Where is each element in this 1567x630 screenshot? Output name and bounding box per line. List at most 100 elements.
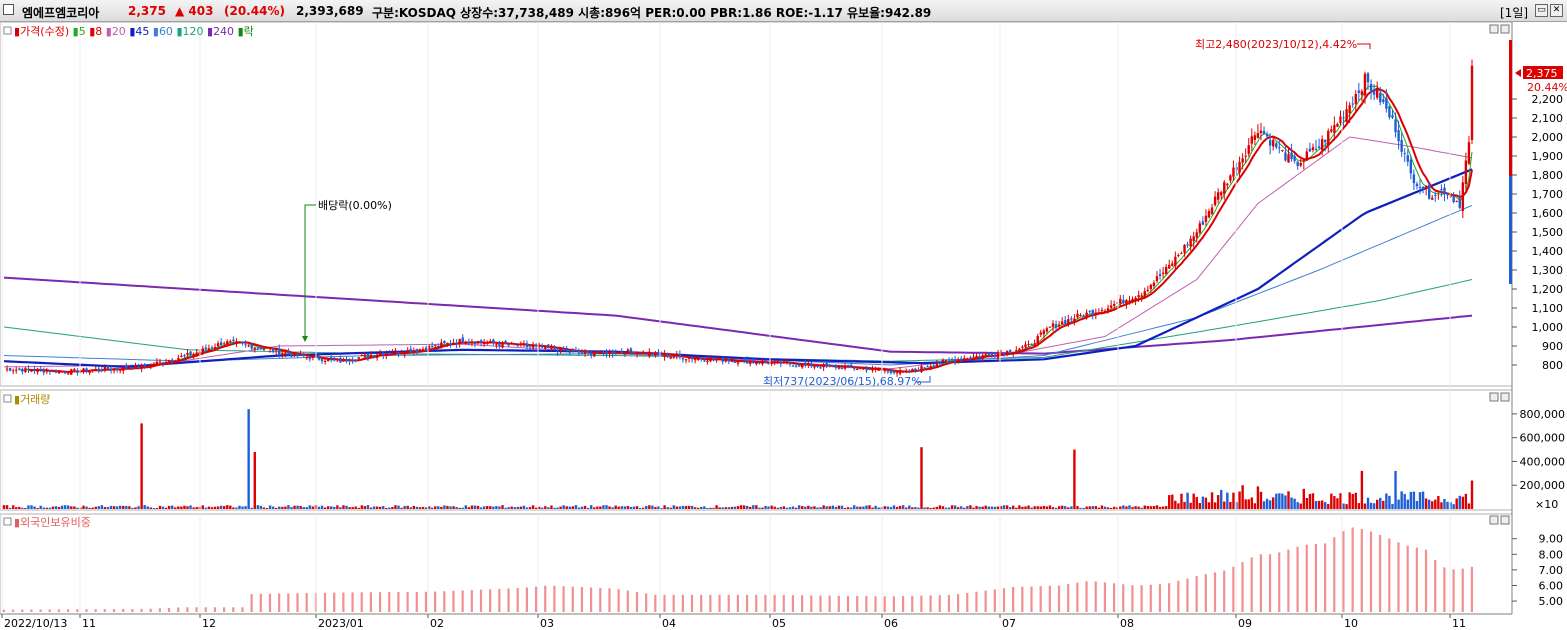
candle [1155,276,1159,282]
candle [201,348,204,353]
maximize-icon[interactable]: ▭ [1535,4,1548,17]
volume-bar [856,506,859,509]
period-selector[interactable]: [1일] [1500,6,1529,20]
candle [238,342,241,344]
candle [1421,186,1425,190]
foreign-bar [810,595,813,612]
candle [1253,135,1257,140]
foreign-bar [819,595,822,612]
volume-bar [1394,470,1397,509]
foreign-bar [1424,549,1428,612]
candle [626,349,630,354]
volume-bar [207,506,211,509]
candle [849,364,853,368]
candle [449,343,452,345]
candle [816,365,819,367]
candle [1437,191,1440,193]
volume-bar [1091,506,1094,509]
volume-bar [693,507,697,509]
volume-bar [1229,502,1232,509]
candle [1048,326,1052,328]
close-icon[interactable]: ✕ [1550,4,1563,17]
volume-bar [82,505,85,509]
candle [1250,136,1253,144]
candle [30,370,33,372]
candle [482,343,486,345]
candle [1372,89,1376,95]
volume-bar [385,507,388,509]
candle [825,362,828,366]
volume-bar [152,508,156,509]
volume-bar [1424,498,1428,509]
volume-bar [1048,505,1052,509]
volume-bar [134,507,137,509]
volume-bar [721,507,724,509]
volume-bar [1051,507,1055,509]
foreign-bar [112,609,116,612]
volume-bar [1027,505,1030,509]
foreign-bar [1342,531,1345,612]
candle [259,347,263,349]
volume-tick-label: 600,000 [1520,432,1566,445]
foreign-legend: ▮외국인보유비중 [3,516,91,529]
foreign-bar [1369,531,1373,612]
candle [978,356,981,358]
candle [1305,151,1309,161]
volume-bar [1415,500,1419,509]
volume-bar [1333,496,1336,509]
candle [210,347,214,349]
volume-bar [819,507,822,509]
candle [929,366,932,369]
candle [1024,344,1027,348]
volume-bar [1195,496,1198,509]
volume-bar [140,423,143,509]
foreign-bar [635,591,639,612]
volume-bar [1241,485,1244,509]
foreign-bar [250,594,253,612]
candle [1195,232,1198,238]
volume-bar [550,505,553,509]
foreign-bar [232,607,235,612]
volume-bar [565,506,568,509]
foreign-bar [1250,557,1253,612]
candle [846,365,850,367]
candle [990,353,994,357]
volume-bar [177,506,180,509]
volume-bar [797,505,801,509]
svg-text:▮거래량: ▮거래량 [14,393,50,406]
volume-bar [73,506,76,509]
volume-bar [889,507,893,509]
checkbox-icon[interactable] [3,4,14,15]
volume-bar [749,506,752,509]
candle [877,369,880,371]
price-tick-label: 2,100 [1532,112,1564,125]
candle [112,368,116,371]
volume-bar [1443,498,1446,509]
stock-chart[interactable]: 2,200 2,100 2,000 1,900 1,800 1,700 1,600 1,500… [0,22,1567,630]
volume-bar [1161,506,1165,509]
candle [45,370,49,372]
candle [1418,187,1422,189]
volume-bar [975,505,978,509]
volume-bar [1342,503,1345,509]
volume-bar [57,507,61,509]
volume-bar [614,505,617,509]
volume-bar [1054,507,1058,509]
candle [385,353,388,356]
volume-bar [1192,493,1195,509]
candle [611,351,614,355]
volume-bar [724,507,727,509]
candle [296,354,299,357]
candle [1097,312,1101,314]
volume-bar [115,506,119,509]
volume-bar [1434,499,1437,509]
candle [372,355,376,357]
panel-buttons[interactable] [1489,24,1510,525]
candle [868,369,871,371]
candle [602,351,605,353]
candle [718,357,721,359]
foreign-bar [1406,545,1409,612]
foreign-bar [213,607,217,612]
candle [1213,196,1217,206]
volume-bar [238,505,241,509]
